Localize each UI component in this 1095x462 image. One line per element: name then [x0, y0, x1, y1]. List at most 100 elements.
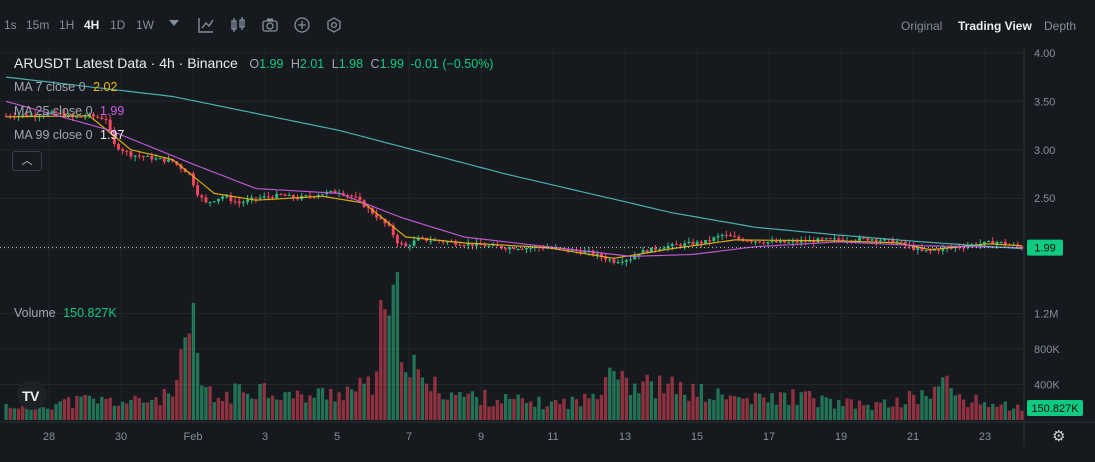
candle-down — [358, 192, 362, 203]
price-tick-label: 4.00 — [1034, 48, 1055, 60]
camera-icon[interactable] — [262, 17, 278, 33]
candle-body — [246, 199, 250, 203]
interval-1s[interactable]: 1s — [4, 18, 17, 32]
volume-bar — [429, 391, 433, 420]
candle-down — [162, 158, 166, 165]
settings-hex-icon[interactable] — [326, 17, 342, 33]
current-price-tag — [1027, 239, 1063, 256]
candle-body — [987, 240, 991, 242]
volume-bar — [712, 399, 716, 420]
ohlc-readout: O1.99 H2.01 L1.98 C1.99 -0.01 (−0.50%) — [249, 57, 494, 71]
volume-bar — [54, 403, 58, 420]
candle-body — [458, 244, 462, 246]
ma25-legend: MA 25 close 0 1.99 — [14, 104, 125, 118]
date-tick-label: 17 — [763, 431, 775, 443]
volume-bar — [649, 381, 654, 420]
candle-body — [687, 241, 691, 244]
volume-bar — [145, 402, 150, 420]
volume-bar — [83, 395, 87, 420]
candle-body — [445, 241, 449, 243]
volume-bar — [320, 388, 325, 420]
view-original[interactable]: Original — [901, 19, 943, 33]
chart-settings-gear-icon[interactable]: ⚙ — [1052, 428, 1066, 445]
interval-4h[interactable]: 4H — [84, 18, 100, 32]
candle-body — [495, 244, 499, 247]
interval-1w[interactable]: 1W — [136, 18, 154, 32]
volume-bar — [574, 399, 579, 420]
volume-bar — [745, 398, 749, 420]
candle-down — [204, 194, 208, 204]
volume-bar — [379, 299, 383, 420]
candle-body — [745, 240, 749, 242]
volume-bar — [245, 393, 250, 420]
volume-bar — [21, 401, 25, 420]
view-depth[interactable]: Depth — [1044, 19, 1077, 33]
interval-1d[interactable]: 1D — [110, 18, 126, 32]
candle-body — [812, 240, 816, 243]
candle-up — [508, 244, 512, 254]
collapse-legend-button[interactable]: ︿ — [12, 151, 42, 171]
candle-down — [591, 249, 595, 257]
candle-body — [620, 261, 624, 263]
volume-bar — [845, 398, 849, 420]
candle-body — [391, 225, 395, 236]
volume-bar — [936, 386, 941, 420]
candle-up — [658, 247, 662, 252]
candle-body — [395, 235, 399, 244]
indicators-icon[interactable] — [198, 17, 214, 33]
volume-bar — [204, 387, 208, 420]
volume-bar — [674, 394, 679, 420]
volume-bar — [766, 402, 770, 420]
candle-body — [200, 195, 204, 198]
volume-bar — [637, 393, 641, 420]
volume-bar — [678, 381, 683, 420]
candle-down — [512, 245, 516, 250]
chart-type-icon[interactable] — [230, 17, 246, 33]
price-tick-label: 3.00 — [1034, 145, 1055, 157]
candle-body — [949, 247, 953, 249]
candle-body — [208, 201, 212, 203]
interval-1h[interactable]: 1H — [59, 18, 75, 32]
candle-body — [820, 238, 824, 240]
candle-body — [383, 218, 387, 224]
dropdown-caret-icon[interactable] — [169, 20, 179, 28]
volume-bar — [695, 396, 699, 420]
volume-bar — [262, 383, 266, 420]
candle-body — [379, 217, 383, 219]
volume-bar — [691, 383, 695, 420]
volume-bar — [304, 402, 308, 420]
candle-down — [462, 243, 466, 248]
candle-up — [624, 258, 628, 267]
candle-up — [824, 237, 828, 240]
volume-bar — [524, 403, 529, 420]
moving-average-lines — [5, 76, 1022, 259]
candle-body — [862, 237, 866, 239]
interval-15m[interactable]: 15m — [26, 18, 50, 32]
candle-body — [375, 213, 379, 218]
candle-body — [762, 242, 766, 244]
candle-body — [704, 240, 707, 244]
volume-bar — [803, 391, 808, 420]
candle-body — [691, 241, 695, 245]
add-icon[interactable] — [294, 17, 310, 33]
volume-bar — [71, 407, 75, 420]
candle-body — [695, 241, 699, 245]
view-trading-view[interactable]: Trading View — [958, 19, 1032, 33]
volume-bar — [537, 396, 541, 420]
volume-bar — [16, 408, 21, 420]
date-tick-label: 7 — [406, 431, 412, 443]
candle-body — [874, 239, 878, 242]
candle-up — [754, 240, 757, 246]
candle-up — [216, 198, 220, 205]
candle-body — [791, 241, 795, 243]
candle-down — [375, 209, 379, 221]
candle-body — [258, 197, 262, 199]
candle-body — [308, 195, 312, 197]
candle-body — [150, 155, 154, 160]
volume-bar — [358, 377, 362, 420]
candle-body — [962, 247, 966, 249]
candle-body — [599, 253, 603, 258]
candle-body — [666, 245, 670, 249]
volume-bar — [158, 405, 162, 420]
